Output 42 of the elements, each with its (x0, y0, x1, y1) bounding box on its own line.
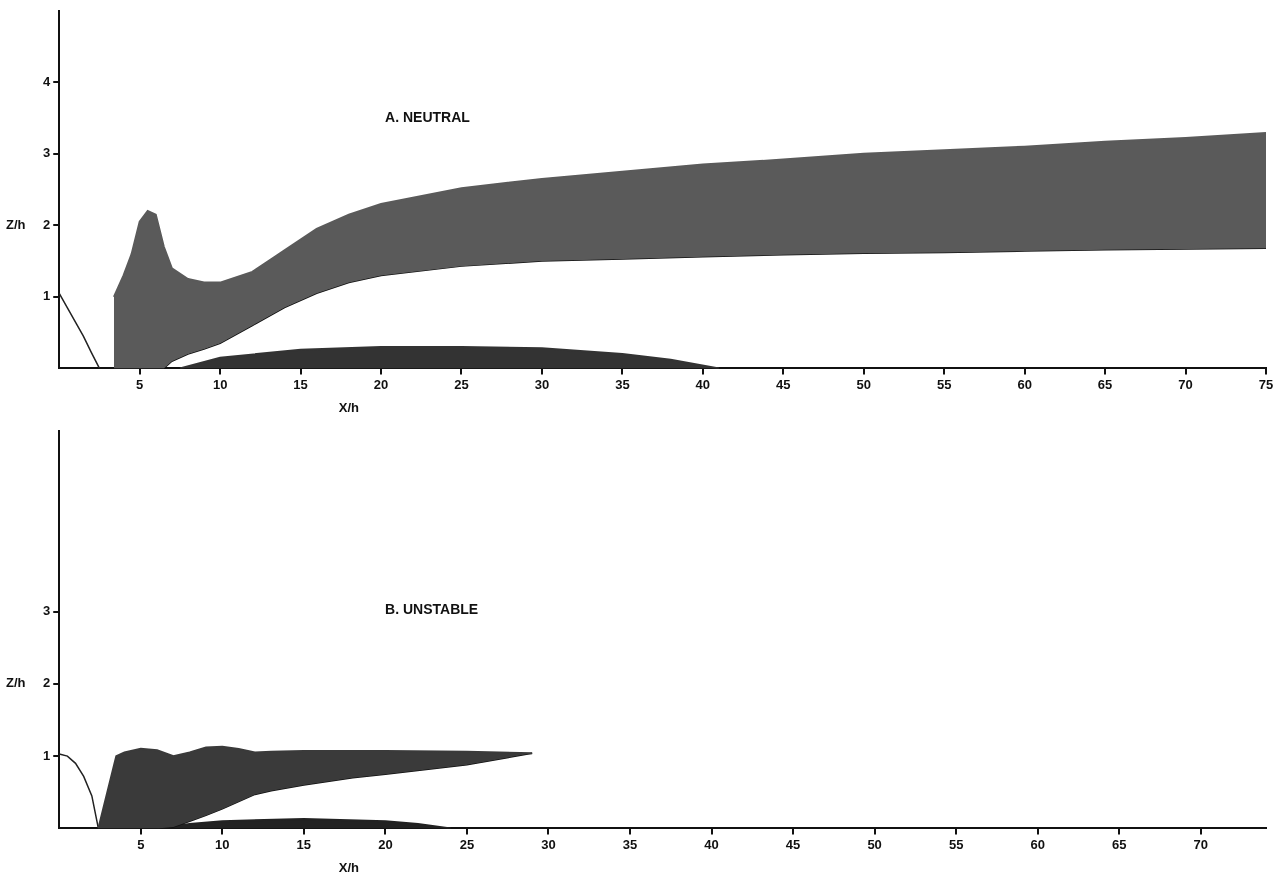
x-tick-label: 5 (136, 376, 144, 392)
x-tick-label: 35 (622, 836, 638, 852)
y-tick-label: 1 (43, 747, 51, 763)
y-tick-label: 4 (43, 73, 51, 89)
x-tick-label: 60 (1017, 376, 1032, 392)
x-tick-label: 15 (293, 376, 308, 392)
x-tick-label: 60 (1030, 836, 1045, 852)
text: A. NEUTRAL (385, 108, 471, 125)
x-axis-title: X/h (338, 859, 360, 875)
y-axis-title: Z/h (6, 216, 26, 232)
x-tick-label: 20 (378, 836, 393, 852)
x-tick-label: 25 (459, 836, 475, 852)
x-tick-label: 20 (373, 376, 389, 392)
x-tick-label: 50 (856, 376, 871, 392)
x-tick-label: 15 (296, 836, 312, 852)
x-tick-label: 5 (137, 836, 145, 852)
y-tick-label: 2 (43, 216, 51, 232)
text: B. UNSTABLE (385, 600, 479, 617)
x-tick-label: 25 (454, 376, 469, 392)
x-tick-label: 30 (534, 376, 550, 392)
y-axis-title: Z/h (6, 675, 26, 691)
x-tick-label: 70 (1178, 376, 1193, 392)
x-tick-label: 40 (695, 376, 711, 392)
x-tick-label: 65 (1112, 836, 1127, 852)
x-tick-label: 65 (1097, 376, 1113, 392)
y-tick-label: 1 (43, 288, 51, 304)
y-tick-label: 3 (43, 145, 51, 161)
x-tick-label: 70 (1193, 836, 1208, 852)
x-tick-label: 40 (704, 836, 719, 852)
y-tick-label: 3 (43, 603, 51, 619)
x-tick-label: 45 (785, 836, 801, 852)
x-tick-label: 55 (948, 836, 964, 852)
x-tick-label: 30 (541, 836, 556, 852)
x-tick-label: 45 (776, 376, 791, 392)
x-tick-label: 35 (615, 376, 630, 392)
y-tick-label: 2 (43, 675, 51, 691)
x-tick-label: 50 (867, 836, 882, 852)
x-axis-title: X/h (338, 399, 360, 415)
x-tick-label: 55 (936, 376, 952, 392)
x-tick-label: 10 (215, 836, 230, 852)
x-tick-label: 10 (212, 376, 228, 392)
x-tick-label: 75 (1258, 376, 1274, 392)
